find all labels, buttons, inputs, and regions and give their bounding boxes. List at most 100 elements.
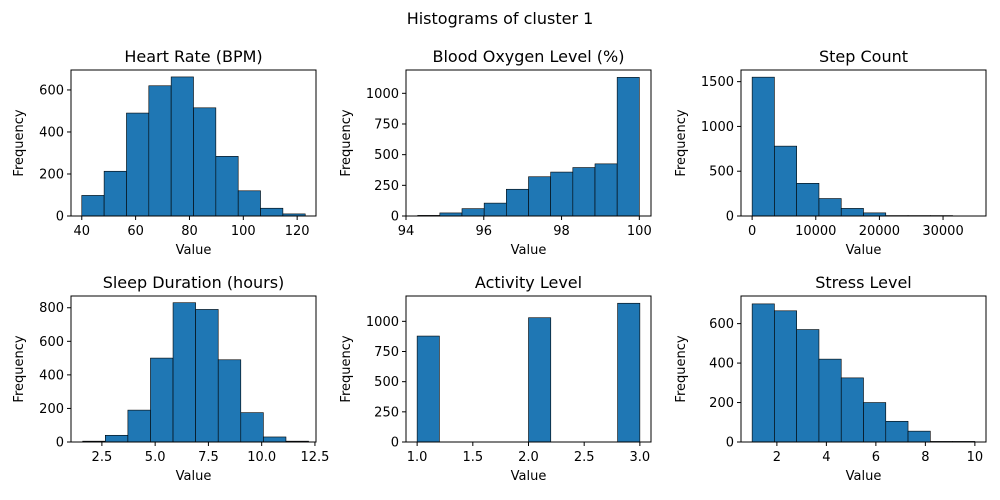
histogram-bar [550,171,574,217]
histogram-bar [818,358,842,443]
y-tick-label: 0 [391,210,399,225]
x-tick-label: 100 [231,224,256,239]
x-axis-label: Value [511,469,547,484]
y-tick-label: 0 [726,436,734,451]
x-tick-label: 4 [822,450,830,465]
y-tick-label: 250 [374,405,399,420]
x-tick-label: 98 [553,224,570,239]
y-tick-label: 1000 [366,315,399,330]
histogram-bar [774,145,797,217]
x-axis-label: Value [846,469,882,484]
x-tick-label: 2 [773,450,781,465]
x-tick-label: 60 [127,224,144,239]
histogram-bar [81,195,105,217]
subplot-3: 0 10000 20000 30000 0 500 1000 1500 Step Count Va… [674,47,987,258]
x-tick-label: 30000 [922,224,963,239]
x-tick-label: 1.5 [462,450,483,465]
y-tick-label: 500 [374,148,399,163]
histogram-bar [105,434,129,443]
y-tick-label: 400 [709,357,734,372]
histogram-bar [616,77,640,217]
x-tick-label: 2.5 [574,450,595,465]
y-tick-label: 600 [709,317,734,332]
y-tick-label: 200 [709,396,734,411]
x-tick-label: 2.5 [92,450,113,465]
x-tick-label: 8 [921,450,929,465]
x-tick-label: 6 [872,450,880,465]
histogram-bar [796,183,820,217]
y-axis-label: Frequency [12,109,27,176]
histogram-bar [126,112,150,217]
y-tick-label: 1500 [701,75,734,90]
histogram-bar [215,156,239,217]
histogram-bar [193,107,217,217]
y-tick-label: 500 [374,375,399,390]
histogram-bar [150,357,174,443]
x-tick-label: 1.0 [407,450,428,465]
histogram-bar [751,76,775,217]
axes-frame [405,69,652,217]
y-tick-label: 500 [709,165,734,180]
x-tick-label: 7.5 [198,450,219,465]
subplot-4: 2.5 5.0 7.5 10.0 12.5 0 200 400 600 800 Sleep Dura… [12,273,329,484]
histogram-bar [907,430,931,443]
x-tick-label: 0 [748,224,756,239]
histogram-bar [217,359,242,443]
y-tick-label: 1000 [701,120,734,135]
histogram-bar [237,190,261,217]
histogram-bar [103,170,127,217]
y-tick-label: 0 [56,436,64,451]
histogram-bar [774,310,797,443]
y-tick-label: 750 [374,345,399,360]
y-tick-label: 250 [374,179,399,194]
histogram-bar [170,76,194,217]
histogram-bar [148,85,172,217]
y-tick-label: 1000 [366,87,399,102]
x-axis-label: Value [176,469,212,484]
histogram-bar [195,309,219,443]
y-axis-label: Frequency [674,109,689,176]
histogram-bar [863,402,887,443]
y-axis-label: Frequency [674,335,689,402]
y-tick-label: 800 [39,301,64,316]
subplot-5: 1.0 1.5 2.0 2.5 3.0 0 250 500 750 1000 Activity Le… [339,273,652,484]
histogram-bar [796,329,820,443]
x-tick-label: 96 [476,224,493,239]
x-tick-label: 5.0 [145,450,166,465]
x-tick-label: 94 [398,224,415,239]
x-tick-label: 100 [627,224,652,239]
x-tick-label: 12.5 [300,450,329,465]
axes-frame [740,69,987,217]
y-tick-label: 400 [39,125,64,140]
histogram-bar [617,302,641,443]
x-axis-label: Value [176,243,212,258]
histogram-bar [840,377,864,443]
figure-title: Histograms of cluster 1 [407,9,594,28]
x-tick-label: 3.0 [630,450,651,465]
subplot-title: Stress Level [815,273,912,292]
y-tick-label: 0 [56,210,64,225]
histogram-bar [594,163,618,217]
y-tick-label: 600 [39,83,64,98]
y-axis-label: Frequency [339,109,354,176]
subplot-1: 40 60 80 100 120 0 200 400 600 Heart Rate (BPM) Va… [12,47,317,258]
subplot-6: 2 4 6 8 10 0 200 400 600 Stress Level Value Frequen… [674,273,987,484]
histogram-bar [885,420,909,443]
y-tick-label: 600 [39,335,64,350]
histogram-bar [260,207,284,217]
axes-frame [70,295,317,443]
subplot-title: Activity Level [475,273,582,292]
y-tick-label: 0 [726,210,734,225]
histogram-bar [528,317,552,443]
y-tick-label: 0 [391,436,399,451]
x-tick-label: 10 [967,450,984,465]
x-tick-label: 10.0 [247,450,276,465]
histogram-bar [240,412,264,443]
x-tick-label: 40 [73,224,90,239]
y-tick-label: 400 [39,368,64,383]
y-axis-label: Frequency [339,335,354,402]
histogram-bar [818,198,842,217]
histogram-bar [572,167,596,217]
